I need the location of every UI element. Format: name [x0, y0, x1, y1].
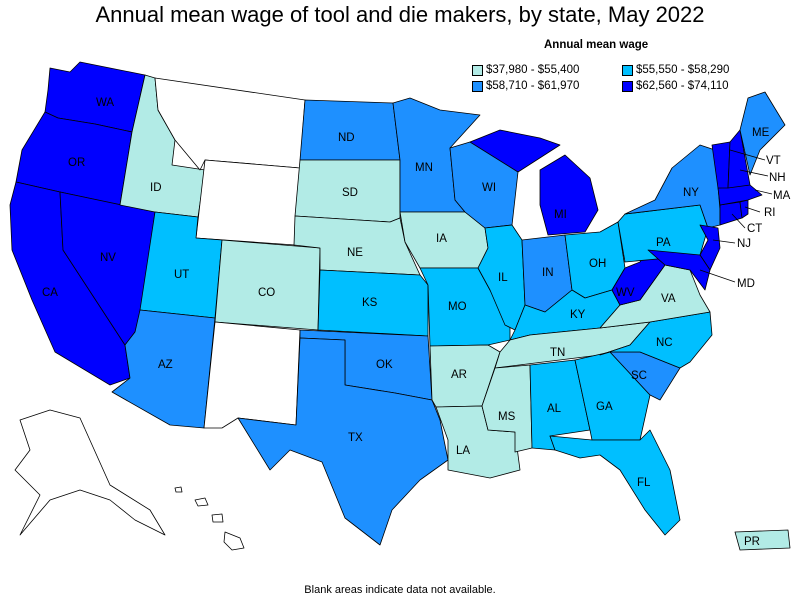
label-ND: ND	[338, 132, 355, 144]
state-ME[interactable]	[739, 91, 786, 176]
label-WA: WA	[96, 97, 114, 109]
map-title: Annual mean wage of tool and die makers,…	[95, 2, 705, 27]
legend-item-tier2: $55,550 - $58,290	[622, 64, 729, 76]
legend-swatch-tier2	[622, 64, 633, 76]
label-UT: UT	[174, 269, 189, 281]
label-IN: IN	[542, 267, 554, 279]
label-CA: CA	[42, 287, 58, 299]
legend-label-tier1: $37,980 - $55,400	[486, 64, 580, 76]
label-KY: KY	[570, 309, 586, 321]
legend-label-tier3: $58,710 - $61,970	[486, 80, 580, 92]
label-MD: MD	[737, 278, 755, 290]
label-FL: FL	[637, 477, 651, 489]
state-AK[interactable]	[14, 409, 166, 536]
leader-line-NJ	[712, 239, 736, 244]
label-ID: ID	[150, 182, 162, 194]
state-PR[interactable]	[734, 529, 791, 551]
leader-line-MD	[699, 269, 736, 283]
label-NC: NC	[656, 337, 673, 349]
state-NM[interactable]	[203, 321, 301, 429]
state-MD[interactable]	[647, 249, 711, 291]
label-IA: IA	[436, 233, 447, 245]
label-SD: SD	[342, 187, 358, 199]
label-IL: IL	[498, 272, 508, 284]
label-CO: CO	[258, 287, 275, 299]
legend-item-tier1: $37,980 - $55,400	[472, 64, 579, 76]
label-AR: AR	[451, 369, 467, 381]
footnote: Blank areas indicate data not available.	[304, 584, 496, 596]
label-CT: CT	[747, 223, 762, 235]
label-AZ: AZ	[158, 359, 173, 371]
legend-label-tier2: $55,550 - $58,290	[636, 64, 730, 76]
label-NV: NV	[100, 252, 116, 264]
leader-line-NH	[739, 169, 769, 177]
label-OK: OK	[376, 359, 393, 371]
legend-item-tier4: $62,560 - $74,110	[622, 80, 729, 92]
legend-label-tier4: $62,560 - $74,110	[636, 80, 729, 92]
state-NH[interactable]	[727, 129, 751, 189]
state-KS[interactable]	[317, 269, 429, 337]
state-TX[interactable]	[237, 337, 449, 546]
label-MI: MI	[554, 209, 567, 221]
label-NJ: NJ	[737, 238, 751, 250]
label-GA: GA	[596, 401, 613, 413]
state-labels: WA OR CA NV ID UT CO AZ ND SD NE KS OK T…	[42, 97, 791, 548]
label-PA: PA	[656, 237, 671, 249]
label-WI: WI	[482, 182, 496, 194]
label-TX: TX	[348, 432, 363, 444]
legend-swatch-tier4	[622, 80, 633, 92]
legend-swatch-tier3	[472, 80, 483, 92]
label-ME: ME	[752, 127, 770, 139]
label-VT: VT	[766, 155, 781, 167]
state-ND[interactable]	[299, 99, 401, 161]
label-NE: NE	[347, 247, 363, 259]
legend-title: Annual mean wage	[544, 39, 649, 51]
label-RI: RI	[764, 207, 776, 219]
leader-lines	[699, 149, 773, 283]
label-MN: MN	[415, 162, 433, 174]
label-TN: TN	[550, 347, 565, 359]
leader-line-RI	[744, 206, 761, 213]
label-MS: MS	[498, 411, 516, 423]
label-NY: NY	[683, 187, 699, 199]
label-PR: PR	[744, 536, 760, 548]
leader-line-MA	[754, 189, 773, 195]
state-HI[interactable]	[174, 486, 245, 551]
state-IL[interactable]	[477, 224, 526, 331]
label-NH: NH	[769, 172, 786, 184]
label-KS: KS	[362, 297, 378, 309]
leader-line-CT	[731, 213, 746, 229]
label-SC: SC	[631, 370, 647, 382]
label-LA: LA	[456, 445, 470, 457]
state-FL[interactable]	[549, 429, 681, 536]
state-MI[interactable]	[469, 129, 599, 236]
state-WY[interactable]	[195, 159, 301, 246]
legend-item-tier3: $58,710 - $61,970	[472, 80, 579, 92]
label-AL: AL	[547, 403, 562, 415]
state-CO[interactable]	[214, 239, 321, 331]
state-MT[interactable]	[154, 77, 306, 171]
label-MO: MO	[448, 301, 467, 313]
label-WV: WV	[616, 287, 635, 299]
leader-line-VT	[729, 149, 766, 161]
label-MA: MA	[773, 190, 791, 202]
label-OH: OH	[589, 258, 606, 270]
label-OR: OR	[68, 157, 85, 169]
label-VA: VA	[661, 293, 676, 305]
legend-swatch-tier1	[472, 64, 483, 76]
